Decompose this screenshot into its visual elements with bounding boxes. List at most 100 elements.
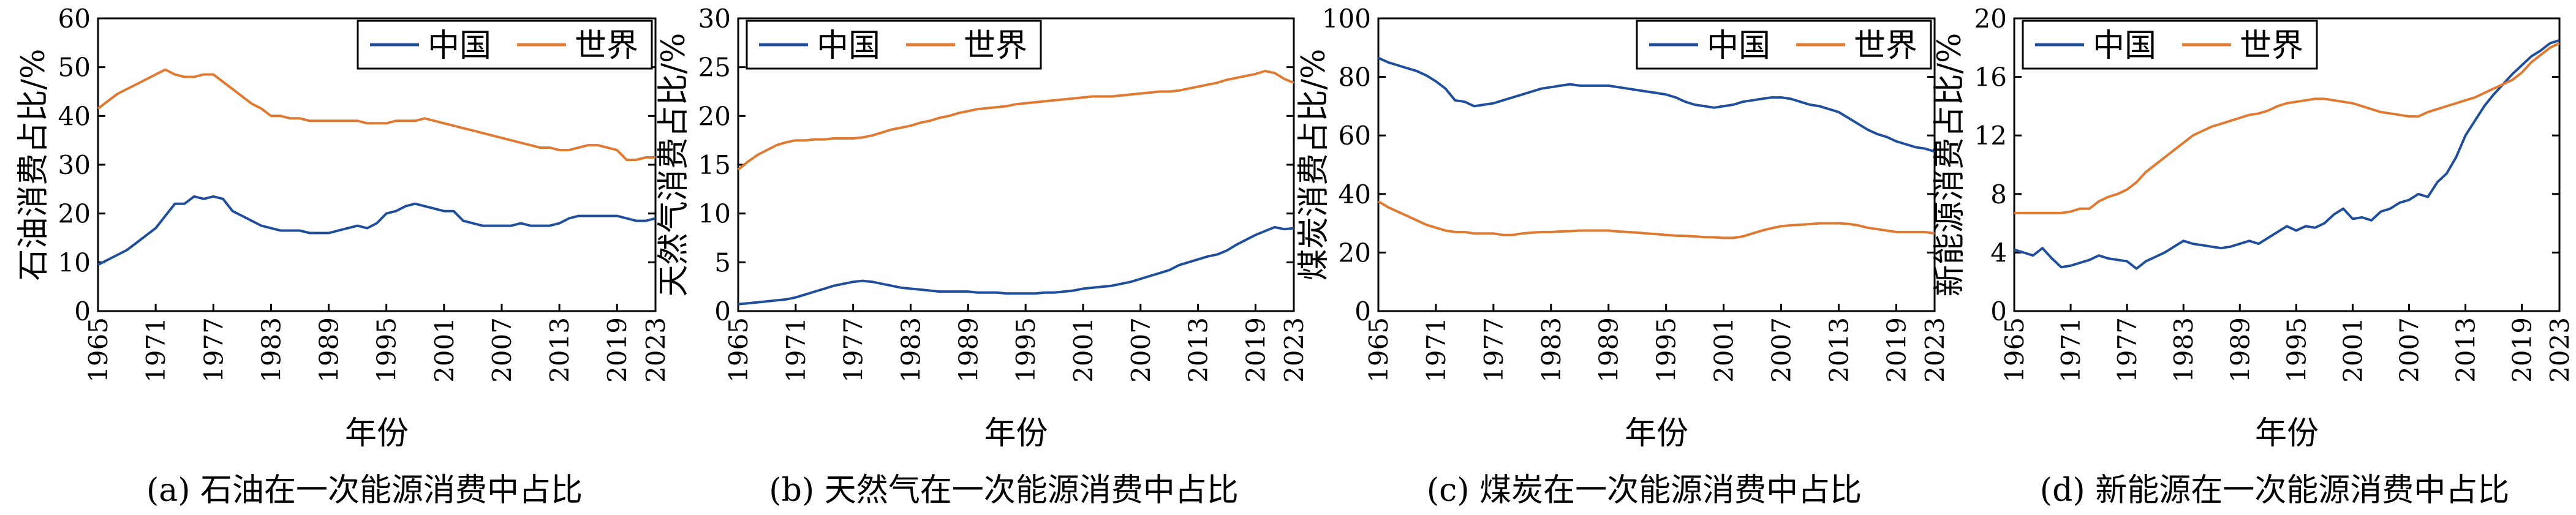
legend: 中国 世界 xyxy=(2022,20,2318,70)
legend-label: 世界 xyxy=(575,28,638,64)
x-tick-label: 1989 xyxy=(1594,317,1624,383)
x-tick-label: 2013 xyxy=(545,317,575,383)
panel-caption: (b) 天然气在一次能源消费中占比 xyxy=(769,472,1238,509)
x-tick-label: 1971 xyxy=(141,317,171,383)
x-tick-label: 2001 xyxy=(429,317,459,383)
panel-caption: (c) 煤炭在一次能源消费中占比 xyxy=(1427,472,1862,509)
y-tick-label: 0 xyxy=(74,296,91,326)
x-tick-label: 2013 xyxy=(1184,317,1214,383)
x-axis-label: 年份 xyxy=(345,415,409,452)
chart-panel-2: 0 5 10 15 20 25 30 1965 1971 1977 1983 1989 1995 2001… xyxy=(655,4,1309,509)
plot-frame xyxy=(1377,17,1936,312)
x-tick-label: 1965 xyxy=(83,317,113,383)
legend: 中国 世界 xyxy=(357,20,653,70)
legend-label: 世界 xyxy=(2240,28,2303,64)
y-tick-label: 60 xyxy=(1339,121,1371,151)
series-line-world xyxy=(97,68,655,161)
series-line-china xyxy=(738,226,1294,306)
series-line-world xyxy=(737,70,1294,171)
y-tick-label: 80 xyxy=(1339,62,1371,92)
x-tick-label: 1995 xyxy=(2281,317,2311,383)
x-tick-label: 2007 xyxy=(1767,317,1797,383)
x-tick-label: 1977 xyxy=(839,317,869,383)
chart-panel-3: 0 20 40 60 80 100 1965 1971 1977 1983 1989 1995 2001… xyxy=(1296,4,1950,509)
plot-frame xyxy=(2013,17,2561,312)
x-tick-label: 2019 xyxy=(1881,317,1911,383)
x-tick-label: 1989 xyxy=(314,317,344,383)
y-tick-label: 20 xyxy=(698,101,731,131)
x-tick-label: 2019 xyxy=(2507,317,2537,383)
x-tick-label: 1983 xyxy=(1536,317,1566,383)
x-tick-label: 1995 xyxy=(372,317,402,383)
y-axis-label: 新能源消费占比/% xyxy=(1932,33,1968,297)
x-tick-label: 2023 xyxy=(1279,317,1309,383)
y-tick-label: 8 xyxy=(1990,179,2007,209)
legend-label: 中国 xyxy=(428,28,491,64)
y-tick-label: 4 xyxy=(1990,238,2007,268)
chart-panel-1: 0 10 20 30 40 50 60 1965 1971 1977 1983 1989 1995 200… xyxy=(15,4,671,509)
y-tick-label: 40 xyxy=(58,101,91,131)
x-tick-label: 1977 xyxy=(2112,317,2142,383)
y-tick-label: 20 xyxy=(58,199,91,229)
x-tick-label: 1983 xyxy=(256,317,286,383)
y-tick-label: 0 xyxy=(1990,296,2007,326)
x-tick-label: 2013 xyxy=(2451,317,2481,383)
x-tick-label: 2001 xyxy=(2338,317,2368,383)
y-axis-label: 石油消费占比/% xyxy=(15,49,52,281)
x-tick-label: 2001 xyxy=(1068,317,1098,383)
x-tick-label: 2023 xyxy=(641,317,671,383)
y-tick-label: 20 xyxy=(1974,4,2007,34)
x-tick-label: 1983 xyxy=(896,317,926,383)
x-tick-label: 2019 xyxy=(602,317,632,383)
series-line-china xyxy=(2014,39,2560,270)
y-tick-label: 60 xyxy=(58,4,91,34)
series-line-world xyxy=(2014,42,2560,214)
y-tick-label: 0 xyxy=(714,296,731,326)
x-axis-label: 年份 xyxy=(1625,415,1688,452)
chart-panel-4: 0 4 8 12 16 20 1965 1971 1977 1983 1989 1995 2001 200… xyxy=(1932,4,2575,509)
x-tick-label: 2023 xyxy=(1920,317,1950,383)
x-tick-label: 1977 xyxy=(198,317,229,383)
series-line-china xyxy=(1378,56,1935,153)
y-tick-label: 15 xyxy=(698,150,731,180)
y-tick-label: 0 xyxy=(1354,296,1371,326)
x-tick-label: 2007 xyxy=(1126,317,1156,383)
x-tick-label: 2023 xyxy=(2545,317,2575,383)
x-tick-label: 1965 xyxy=(723,317,754,383)
x-tick-label: 2007 xyxy=(487,317,517,383)
y-tick-label: 5 xyxy=(714,247,731,277)
y-tick-label: 10 xyxy=(698,199,731,229)
x-tick-label: 2013 xyxy=(1824,317,1854,383)
legend: 中国 世界 xyxy=(1636,20,1932,70)
y-axis-label: 天然气消费占比/% xyxy=(655,33,692,297)
legend-label: 世界 xyxy=(964,28,1027,64)
x-axis-label: 年份 xyxy=(984,415,1048,452)
x-tick-label: 2019 xyxy=(1241,317,1271,383)
y-tick-label: 50 xyxy=(58,53,91,83)
x-tick-label: 1971 xyxy=(781,317,811,383)
panel-caption: (a) 石油在一次能源消费中占比 xyxy=(146,472,583,509)
x-tick-label: 1995 xyxy=(1652,317,1682,383)
legend-label: 中国 xyxy=(2093,28,2156,64)
x-tick-label: 1995 xyxy=(1011,317,1041,383)
y-tick-label: 100 xyxy=(1322,4,1371,34)
legend-label: 世界 xyxy=(1854,28,1917,64)
x-tick-label: 1965 xyxy=(1364,317,1394,383)
x-axis-label: 年份 xyxy=(2255,415,2319,452)
series-line-china xyxy=(97,195,656,266)
y-tick-label: 25 xyxy=(698,53,731,83)
x-tick-label: 1989 xyxy=(953,317,983,383)
x-tick-label: 1989 xyxy=(2225,317,2255,383)
x-tick-label: 2007 xyxy=(2394,317,2424,383)
legend-label: 中国 xyxy=(1707,28,1770,64)
y-axis-label: 煤炭消费占比/% xyxy=(1296,49,1332,281)
y-tick-label: 16 xyxy=(1974,62,2007,92)
y-tick-label: 30 xyxy=(58,150,91,180)
panel-caption: (d) 新能源在一次能源消费中占比 xyxy=(2040,472,2509,509)
x-tick-label: 1977 xyxy=(1479,317,1509,383)
x-tick-label: 1983 xyxy=(2169,317,2199,383)
legend-label: 中国 xyxy=(817,28,880,64)
y-tick-label: 10 xyxy=(58,247,91,277)
legend: 中国 世界 xyxy=(746,20,1042,70)
